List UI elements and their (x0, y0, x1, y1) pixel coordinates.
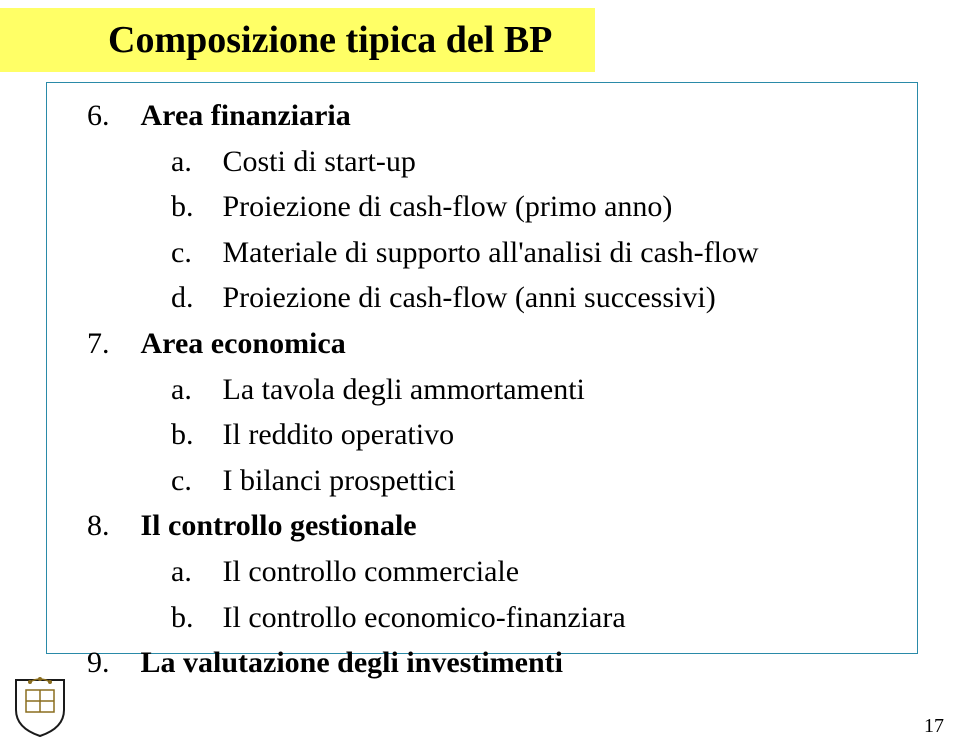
item-8-label: Il controllo gestionale (141, 509, 417, 542)
item-8-num: 8. (87, 503, 127, 549)
item-9-label: La valutazione degli investimenti (141, 646, 564, 679)
item-6: 6. Area finanziaria (87, 93, 895, 139)
content-list: 6. Area finanziaria a. Costi di start-up… (47, 83, 917, 696)
item-8b-label: Il controllo economico-finanziara (223, 601, 626, 634)
item-6b-label: Proiezione di cash-flow (primo anno) (223, 190, 673, 223)
item-6b: b. Proiezione di cash-flow (primo anno) (171, 184, 895, 230)
item-6b-num: b. (171, 184, 211, 230)
item-7a-num: a. (171, 367, 211, 413)
item-7a: a. La tavola degli ammortamenti (171, 367, 895, 413)
item-9-num: 9. (87, 640, 127, 686)
item-6a: a. Costi di start-up (171, 139, 895, 185)
item-6a-label: Costi di start-up (223, 145, 416, 178)
title-band: Composizione tipica del BP (0, 8, 595, 72)
item-7c: c. I bilanci prospettici (171, 458, 895, 504)
item-7b-num: b. (171, 412, 211, 458)
item-8b-num: b. (171, 595, 211, 641)
item-6d-label: Proiezione di cash-flow (anni successivi… (223, 281, 716, 314)
item-6c-num: c. (171, 230, 211, 276)
content-box: 6. Area finanziaria a. Costi di start-up… (46, 82, 918, 654)
item-7a-label: La tavola degli ammortamenti (223, 373, 585, 406)
item-6-label: Area finanziaria (141, 99, 351, 132)
crest-icon (12, 674, 68, 740)
item-7c-num: c. (171, 458, 211, 504)
page-number: 17 (924, 715, 944, 738)
item-7b: b. Il reddito operativo (171, 412, 895, 458)
item-6c: c. Materiale di supporto all'analisi di … (171, 230, 895, 276)
item-6-num: 6. (87, 93, 127, 139)
item-6d-num: d. (171, 275, 211, 321)
item-7: 7. Area economica (87, 321, 895, 367)
item-6c-label: Materiale di supporto all'analisi di cas… (223, 236, 759, 269)
item-8a-num: a. (171, 549, 211, 595)
item-7c-label: I bilanci prospettici (223, 464, 456, 497)
item-8a-label: Il controllo commerciale (223, 555, 520, 588)
slide-title: Composizione tipica del BP (108, 18, 552, 62)
item-6a-num: a. (171, 139, 211, 185)
item-8b: b. Il controllo economico-finanziara (171, 595, 895, 641)
item-8a: a. Il controllo commerciale (171, 549, 895, 595)
item-7-num: 7. (87, 321, 127, 367)
item-9: 9. La valutazione degli investimenti (87, 640, 895, 686)
item-6d: d. Proiezione di cash-flow (anni success… (171, 275, 895, 321)
item-7b-label: Il reddito operativo (223, 418, 455, 451)
item-8: 8. Il controllo gestionale (87, 503, 895, 549)
item-7-label: Area economica (141, 327, 346, 360)
